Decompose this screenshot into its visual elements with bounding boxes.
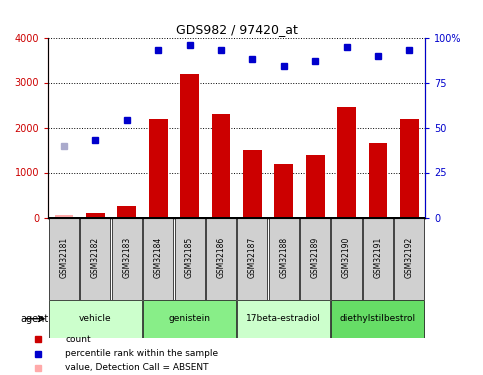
- Text: 17beta-estradiol: 17beta-estradiol: [246, 314, 321, 323]
- Bar: [180, 74, 199, 217]
- Bar: [143, 300, 236, 338]
- Bar: [369, 143, 387, 218]
- Text: vehicle: vehicle: [79, 314, 112, 323]
- Text: agent: agent: [20, 314, 48, 324]
- Bar: [243, 150, 262, 217]
- Text: percentile rank within the sample: percentile rank within the sample: [66, 349, 219, 358]
- Text: GSM32181: GSM32181: [59, 237, 69, 278]
- Bar: [212, 114, 230, 218]
- Bar: [112, 217, 142, 300]
- Text: GSM32185: GSM32185: [185, 237, 194, 278]
- Bar: [337, 107, 356, 218]
- Title: GDS982 / 97420_at: GDS982 / 97420_at: [176, 23, 298, 36]
- Text: GSM32183: GSM32183: [122, 237, 131, 278]
- Text: genistein: genistein: [169, 314, 211, 323]
- Bar: [331, 300, 425, 338]
- Text: GSM32188: GSM32188: [279, 237, 288, 278]
- Text: diethylstilbestrol: diethylstilbestrol: [340, 314, 416, 323]
- Bar: [143, 217, 173, 300]
- Bar: [117, 206, 136, 218]
- Bar: [174, 217, 205, 300]
- Bar: [394, 217, 425, 300]
- Text: GSM32187: GSM32187: [248, 237, 257, 278]
- Bar: [206, 217, 236, 300]
- Bar: [274, 164, 293, 218]
- Bar: [149, 118, 168, 218]
- Text: GSM32192: GSM32192: [405, 237, 414, 278]
- Text: GSM32184: GSM32184: [154, 237, 163, 278]
- Text: GSM32182: GSM32182: [91, 237, 100, 278]
- Bar: [363, 217, 393, 300]
- Bar: [237, 300, 330, 338]
- Text: GSM32186: GSM32186: [216, 237, 226, 278]
- Bar: [237, 217, 268, 300]
- Bar: [269, 217, 299, 300]
- Bar: [49, 217, 79, 300]
- Bar: [55, 215, 73, 217]
- Text: GSM32190: GSM32190: [342, 236, 351, 278]
- Bar: [331, 217, 362, 300]
- Bar: [80, 217, 111, 300]
- Text: GSM32191: GSM32191: [373, 237, 383, 278]
- Bar: [86, 213, 105, 217]
- Text: count: count: [66, 335, 91, 344]
- Bar: [300, 217, 330, 300]
- Bar: [400, 118, 419, 218]
- Bar: [306, 154, 325, 218]
- Text: value, Detection Call = ABSENT: value, Detection Call = ABSENT: [66, 363, 209, 372]
- Text: GSM32189: GSM32189: [311, 237, 320, 278]
- Bar: [49, 300, 142, 338]
